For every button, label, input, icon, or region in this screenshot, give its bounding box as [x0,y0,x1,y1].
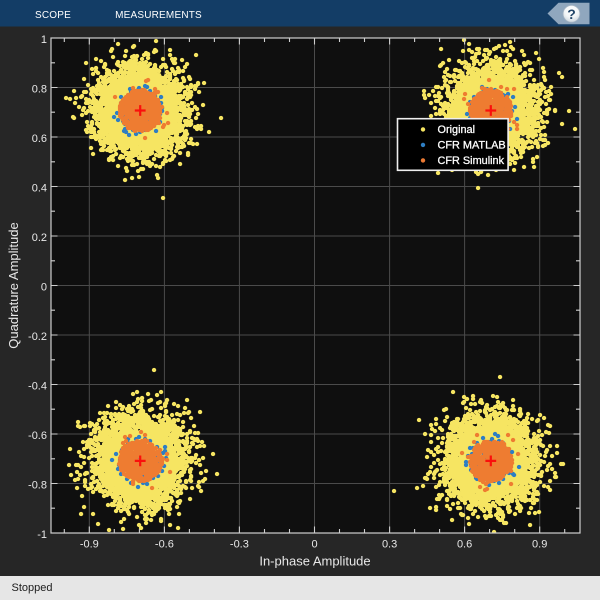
svg-text:0.2: 0.2 [32,232,47,244]
svg-text:MEASUREMENTS: MEASUREMENTS [115,10,202,21]
svg-text:Quadrature Amplitude: Quadrature Amplitude [6,222,21,348]
svg-text:0.8: 0.8 [32,83,47,95]
svg-text:SCOPE: SCOPE [35,10,71,21]
svg-text:1: 1 [41,34,47,46]
svg-text:Stopped: Stopped [12,582,53,594]
svg-text:0.4: 0.4 [32,182,47,194]
svg-text:0: 0 [311,539,317,551]
svg-text:0.6: 0.6 [32,133,47,145]
svg-text:0: 0 [41,281,47,293]
svg-text:0.9: 0.9 [532,539,547,551]
svg-text:-0.2: -0.2 [28,331,47,343]
svg-text:-0.6: -0.6 [155,539,174,551]
svg-text:CFR MATLAB: CFR MATLAB [438,140,506,152]
svg-text:CFR Simulink: CFR Simulink [438,155,505,167]
svg-text:0.6: 0.6 [457,539,472,551]
svg-text:-0.3: -0.3 [230,539,249,551]
svg-text:-0.9: -0.9 [80,539,99,551]
svg-text:0.3: 0.3 [382,539,397,551]
svg-text:-0.6: -0.6 [28,430,47,442]
svg-text:Original: Original [438,124,476,136]
svg-text:-0.8: -0.8 [28,479,47,491]
svg-text:?: ? [567,6,576,22]
svg-text:-1: -1 [37,529,47,541]
svg-text:-0.4: -0.4 [28,380,47,392]
svg-text:In-phase Amplitude: In-phase Amplitude [259,554,370,569]
